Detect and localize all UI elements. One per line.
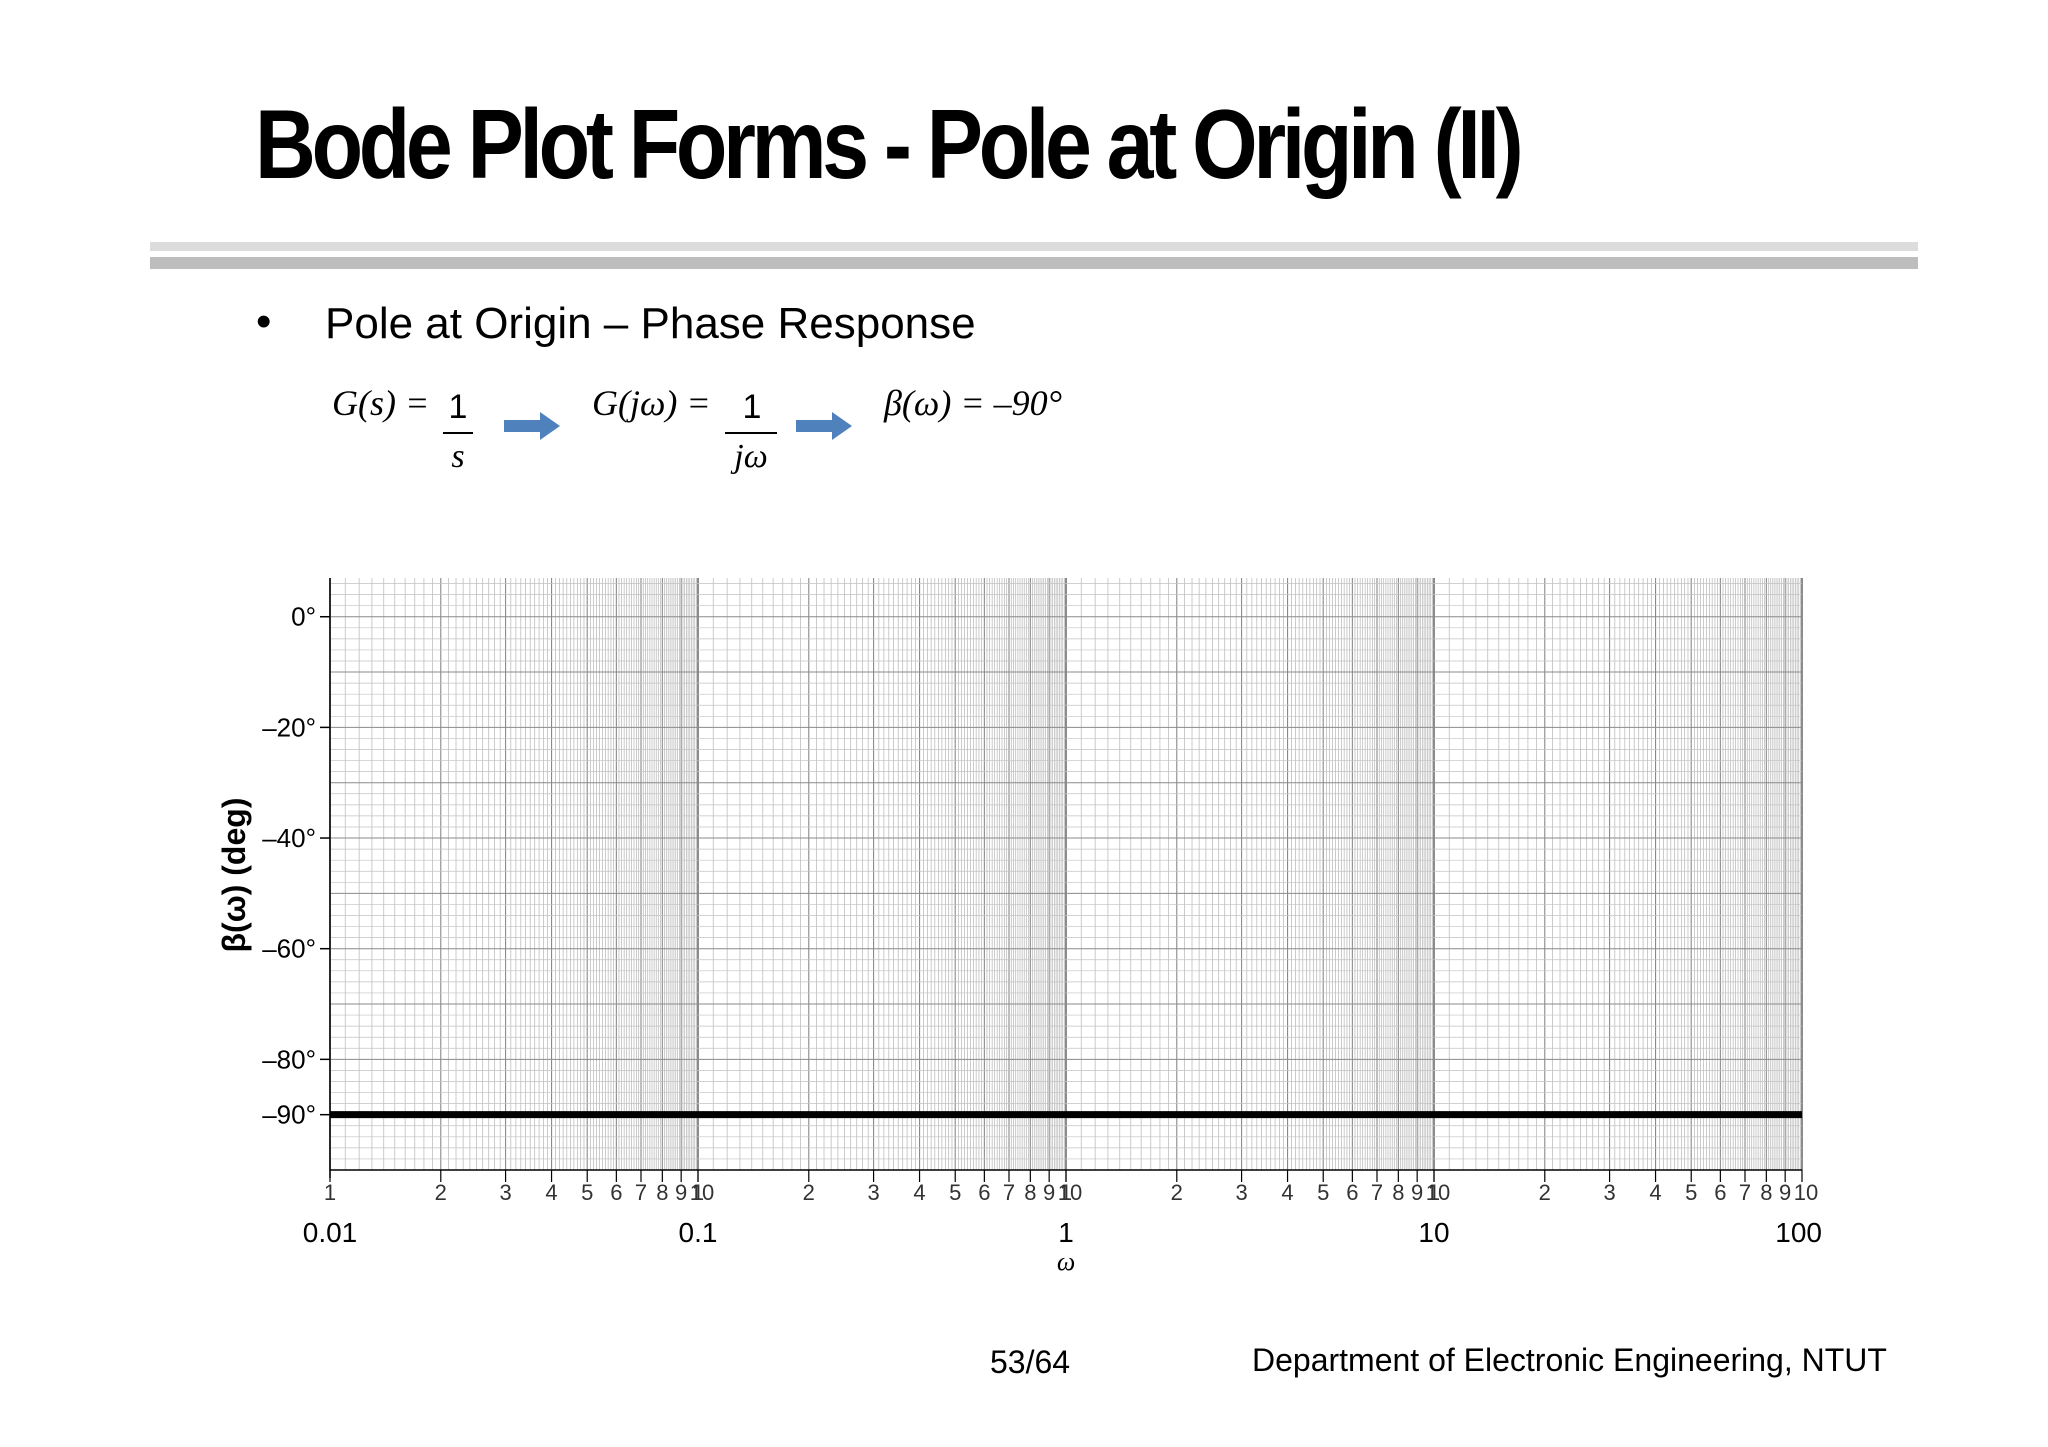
x-minor-tick-label: 8 (1392, 1180, 1404, 1205)
x-minor-tick-label: 8 (656, 1180, 668, 1205)
x-minor-tick-label: 1 (1060, 1180, 1072, 1205)
y-tick-label: –60° (262, 934, 316, 964)
x-minor-tick-label: 4 (1281, 1180, 1293, 1205)
x-minor-tick-label: 5 (1685, 1180, 1697, 1205)
x-decade-label: 10 (1418, 1217, 1449, 1248)
x-minor-tick-label: 1 (324, 1180, 336, 1205)
y-tick-label: –80° (262, 1044, 316, 1074)
page-number: 53/64 (990, 1344, 1071, 1380)
x-minor-tick-label: 2 (803, 1180, 815, 1205)
x-minor-tick-label: 9 (1043, 1180, 1055, 1205)
x-minor-tick-label: 5 (949, 1180, 961, 1205)
x-axis-title: ω (1057, 1247, 1075, 1276)
x-minor-tick-label: 10 (690, 1180, 714, 1205)
x-minor-tick-label: 7 (635, 1180, 647, 1205)
x-minor-tick-label: 8 (1760, 1180, 1772, 1205)
x-minor-tick-label: 6 (610, 1180, 622, 1205)
x-decade-label: 100 (1775, 1217, 1822, 1248)
x-decade-label: 1 (1058, 1217, 1074, 1248)
x-minor-tick-label: 7 (1739, 1180, 1751, 1205)
x-minor-tick-label: 8 (1024, 1180, 1036, 1205)
x-minor-tick-label: 6 (1346, 1180, 1358, 1205)
x-minor-tick-label: 7 (1003, 1180, 1015, 1205)
equation-2-fraction-bar (725, 432, 777, 434)
equation-3: β(ω) = –90° (884, 383, 1063, 423)
x-minor-tick-label: 5 (1317, 1180, 1329, 1205)
x-decade-label: 0.1 (679, 1217, 718, 1248)
x-minor-tick-label: 10 (1058, 1180, 1082, 1205)
x-minor-tick-label: 3 (1235, 1180, 1247, 1205)
x-minor-tick-label: 6 (1714, 1180, 1726, 1205)
x-minor-tick-label: 2 (1171, 1180, 1183, 1205)
x-minor-tick-label: 1 (692, 1180, 704, 1205)
title-divider-light (150, 242, 1918, 251)
right-arrow-icon (504, 412, 560, 440)
x-minor-tick-label: 10 (1426, 1180, 1450, 1205)
equation-2-numerator: 1 (742, 388, 762, 426)
equation-1-numerator: 1 (448, 388, 468, 426)
slide-title: Bode Plot Forms - Pole at Origin (II) (255, 89, 1524, 199)
title-divider-dark (150, 257, 1918, 269)
x-minor-tick-label: 9 (1411, 1180, 1423, 1205)
x-minor-tick-label: 2 (1539, 1180, 1551, 1205)
x-minor-tick-label: 4 (545, 1180, 557, 1205)
x-minor-tick-label: 4 (913, 1180, 925, 1205)
x-minor-tick-label: 9 (1779, 1180, 1791, 1205)
x-minor-tick-label: 10 (1794, 1180, 1818, 1205)
x-minor-tick-label: 2 (435, 1180, 447, 1205)
x-minor-tick-label: 5 (581, 1180, 593, 1205)
x-minor-tick-label: 3 (1603, 1180, 1615, 1205)
x-minor-tick-label: 1 (1428, 1180, 1440, 1205)
x-decade-label: 0.01 (303, 1217, 358, 1248)
right-arrow-icon (796, 412, 852, 440)
equation-2-lhs: G(jω) = (592, 383, 711, 423)
bullet-text: Pole at Origin – Phase Response (325, 299, 976, 348)
x-minor-tick-label: 4 (1649, 1180, 1661, 1205)
bullet-marker: • (256, 297, 272, 346)
equation-2-denominator: jω (734, 438, 768, 475)
y-tick-label: –90° (262, 1100, 316, 1130)
y-tick-label: 0° (291, 602, 316, 632)
x-minor-tick-label: 3 (499, 1180, 511, 1205)
y-tick-label: –20° (262, 712, 316, 742)
equation-1-lhs: G(s) = (332, 383, 430, 423)
equation-1-fraction-bar (443, 432, 473, 434)
x-minor-tick-label: 6 (978, 1180, 990, 1205)
y-axis-title: β(ω) (deg) (216, 798, 252, 953)
x-minor-tick-label: 3 (867, 1180, 879, 1205)
y-tick-label: –40° (262, 823, 316, 853)
footer-department: Department of Electronic Engineering, NT… (1252, 1342, 1887, 1378)
equation-1-denominator: s (451, 438, 465, 475)
x-minor-tick-label: 9 (675, 1180, 687, 1205)
x-minor-tick-label: 7 (1371, 1180, 1383, 1205)
